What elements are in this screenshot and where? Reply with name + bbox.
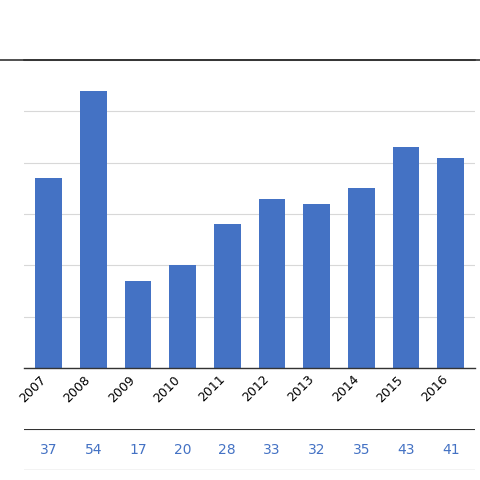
- Text: 33: 33: [263, 443, 281, 457]
- Bar: [214, 224, 240, 368]
- Text: 35: 35: [352, 443, 370, 457]
- Text: 37: 37: [40, 443, 57, 457]
- Bar: [259, 199, 285, 368]
- Bar: [124, 281, 151, 368]
- Text: 28: 28: [218, 443, 236, 457]
- Text: 32: 32: [308, 443, 325, 457]
- Text: 43: 43: [397, 443, 415, 457]
- Bar: [169, 265, 196, 368]
- Bar: [35, 178, 62, 368]
- Bar: [393, 147, 420, 368]
- Bar: [303, 204, 330, 368]
- Text: 54: 54: [84, 443, 102, 457]
- Text: 20: 20: [174, 443, 192, 457]
- Text: 41: 41: [442, 443, 459, 457]
- Bar: [348, 189, 375, 368]
- Bar: [437, 157, 464, 368]
- Bar: [80, 91, 107, 368]
- Text: 17: 17: [129, 443, 147, 457]
